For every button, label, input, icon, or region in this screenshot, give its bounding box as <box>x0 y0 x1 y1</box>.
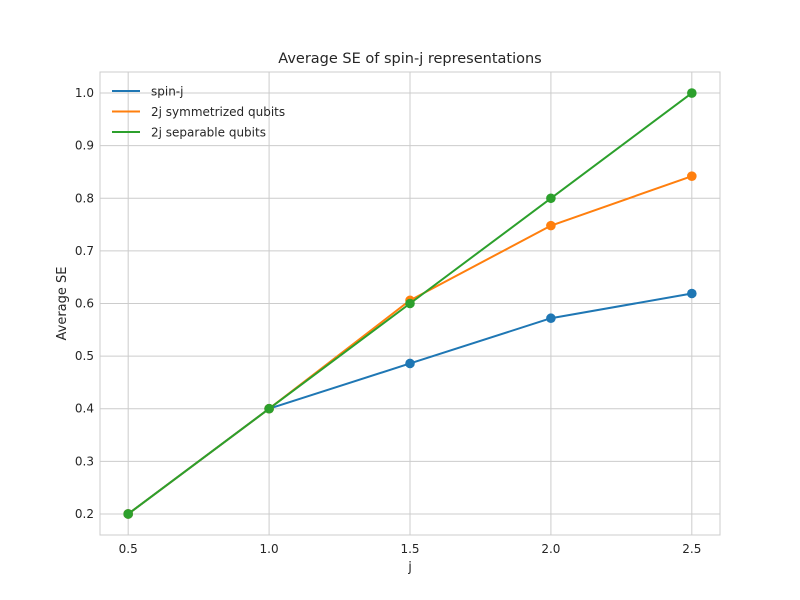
y-tick-label: 0.9 <box>75 139 94 153</box>
x-tick-label: 1.0 <box>260 542 279 556</box>
x-tick-label: 2.5 <box>682 542 701 556</box>
data-point <box>546 313 556 324</box>
legend-label: 2j separable qubits <box>151 126 266 140</box>
x-tick-label: 2.0 <box>541 542 560 556</box>
legend-item: 2j separable qubits <box>112 126 266 140</box>
y-tick-label: 1.0 <box>75 86 94 100</box>
legend: spin-j 2j symmetrized qubits 2j separable … <box>112 85 285 140</box>
y-axis-label: Average SE <box>55 267 70 341</box>
y-tick-label: 0.5 <box>75 349 94 363</box>
legend-label: 2j symmetrized qubits <box>151 105 285 119</box>
y-tick-label: 0.4 <box>75 402 94 416</box>
plot-area-frame <box>99 71 721 536</box>
legend-label: spin-j <box>151 85 183 99</box>
x-tick-label: 0.5 <box>119 542 138 556</box>
data-point <box>123 509 133 519</box>
x-axis-label: j <box>407 560 412 575</box>
data-point <box>264 403 274 414</box>
legend-item: 2j symmetrized qubits <box>112 105 285 119</box>
data-point <box>687 288 697 299</box>
series-layer <box>123 88 697 519</box>
y-axis-ticks: 0.2 0.3 0.4 0.5 0.6 0.7 0.8 0.9 1.0 <box>75 86 94 521</box>
data-point <box>546 193 556 204</box>
data-point <box>405 298 415 309</box>
y-tick-label: 0.7 <box>75 244 94 258</box>
data-point <box>687 88 697 98</box>
y-tick-label: 0.2 <box>75 507 94 521</box>
y-tick-label: 0.3 <box>75 454 94 468</box>
legend-item: spin-j <box>112 85 183 99</box>
chart-title: Average SE of spin-j representations <box>278 51 541 67</box>
series-3 <box>123 88 697 519</box>
y-tick-label: 0.8 <box>75 191 94 205</box>
x-axis-ticks: 0.5 1.0 1.5 2.0 2.5 <box>119 542 702 556</box>
data-point <box>546 220 556 231</box>
data-point <box>687 171 697 181</box>
data-point <box>405 358 415 369</box>
y-tick-label: 0.6 <box>75 297 94 311</box>
x-tick-label: 1.5 <box>400 542 419 556</box>
